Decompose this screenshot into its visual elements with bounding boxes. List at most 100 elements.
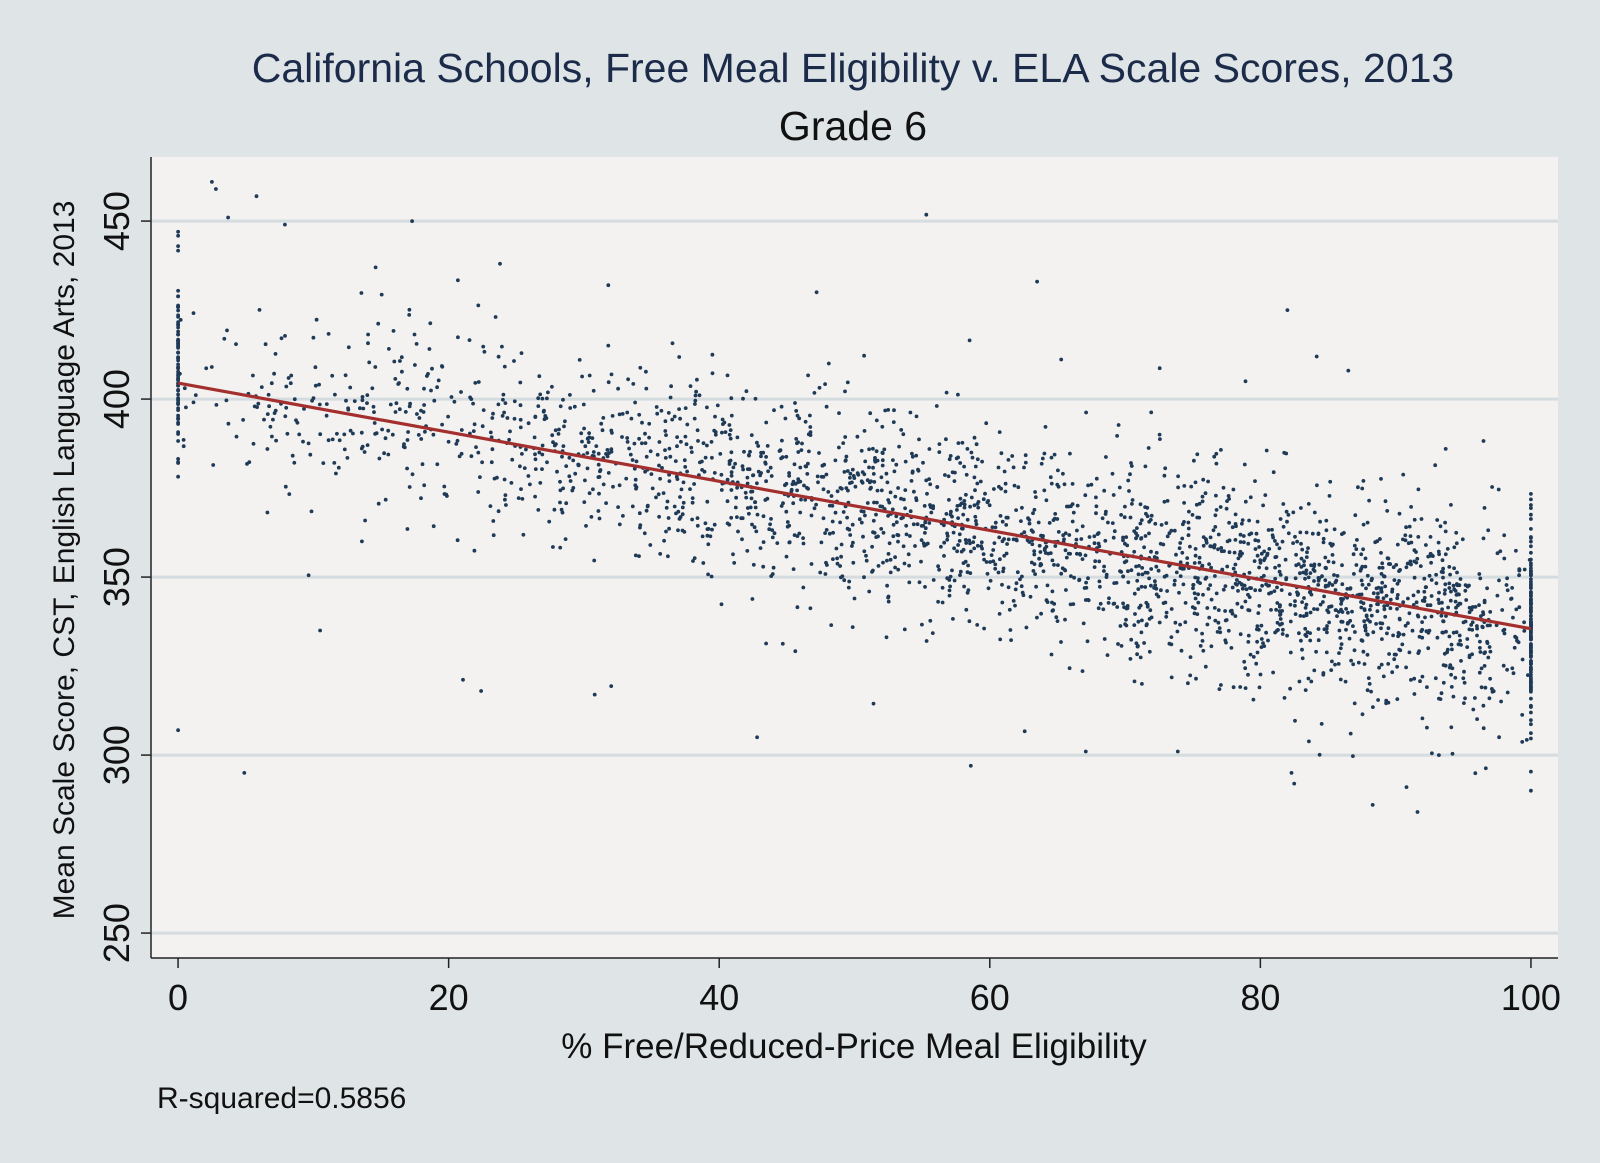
scatter-point xyxy=(1209,644,1214,649)
scatter-point xyxy=(1529,577,1533,581)
scatter-point xyxy=(1418,679,1422,684)
scatter-point xyxy=(1032,507,1037,512)
scatter-point xyxy=(848,471,853,476)
scatter-point xyxy=(558,500,562,505)
scatter-point xyxy=(664,433,668,437)
scatter-point xyxy=(957,532,962,537)
scatter-point xyxy=(1429,560,1433,565)
scatter-point xyxy=(1454,541,1459,546)
scatter-point xyxy=(867,465,871,470)
scatter-point xyxy=(1248,652,1253,657)
scatter-point xyxy=(951,617,955,621)
scatter-point xyxy=(1172,578,1177,583)
scatter-point xyxy=(366,341,370,346)
scatter-point xyxy=(874,512,878,517)
scatter-point xyxy=(824,472,829,477)
scatter-point xyxy=(382,451,386,456)
scatter-point xyxy=(596,475,601,479)
scatter-point xyxy=(568,406,573,410)
scatter-point xyxy=(1132,549,1137,554)
scatter-point xyxy=(783,483,787,488)
scatter-point xyxy=(1023,460,1028,465)
scatter-point xyxy=(948,574,953,579)
scatter-point xyxy=(809,562,814,566)
scatter-point xyxy=(472,422,477,427)
scatter-point xyxy=(1056,468,1060,473)
scatter-point xyxy=(1195,452,1200,457)
scatter-point xyxy=(1312,579,1316,583)
scatter-point xyxy=(1256,539,1261,543)
scatter-point xyxy=(1255,624,1260,628)
scatter-point xyxy=(176,303,181,308)
scatter-point xyxy=(1408,534,1413,538)
scatter-point xyxy=(1129,637,1134,642)
scatter-point xyxy=(1029,528,1034,533)
scatter-point xyxy=(1462,680,1467,685)
scatter-point xyxy=(176,362,181,367)
scatter-point xyxy=(1496,487,1501,492)
scatter-point xyxy=(1006,585,1011,590)
scatter-point xyxy=(1200,563,1205,568)
scatter-point xyxy=(1366,582,1371,587)
scatter-point xyxy=(670,341,675,346)
scatter-point xyxy=(1086,483,1090,488)
scatter-point xyxy=(740,516,745,521)
scatter-point xyxy=(572,404,577,409)
scatter-point xyxy=(1441,680,1446,685)
scatter-point xyxy=(775,541,780,545)
scatter-point xyxy=(1470,605,1475,609)
scatter-point xyxy=(532,435,537,440)
scatter-point xyxy=(580,439,584,444)
scatter-point xyxy=(596,509,601,513)
scatter-point xyxy=(1526,673,1530,677)
scatter-point xyxy=(621,514,625,518)
scatter-point xyxy=(1164,573,1169,578)
scatter-point xyxy=(1081,621,1086,626)
scatter-point xyxy=(891,420,896,424)
scatter-point xyxy=(365,393,370,397)
scatter-point xyxy=(561,486,565,491)
scatter-point xyxy=(1070,519,1075,524)
scatter-point xyxy=(292,460,297,465)
scatter-point xyxy=(1452,545,1457,550)
scatter-point xyxy=(1218,630,1223,635)
scatter-point xyxy=(749,496,754,501)
scatter-point xyxy=(1433,463,1438,468)
scatter-point xyxy=(1327,494,1332,498)
scatter-point xyxy=(784,454,789,459)
scatter-point xyxy=(290,453,295,458)
scatter-point xyxy=(996,465,1001,470)
scatter-point xyxy=(1270,527,1274,532)
scatter-point xyxy=(1441,566,1445,571)
scatter-point xyxy=(1134,531,1138,536)
r-squared-annotation: R-squared=0.5856 xyxy=(157,1082,407,1115)
scatter-point xyxy=(1106,520,1110,525)
scatter-point xyxy=(1429,594,1434,598)
scatter-point xyxy=(1420,674,1425,679)
scatter-point xyxy=(720,417,725,422)
scatter-point xyxy=(245,462,249,466)
scatter-point xyxy=(1318,519,1322,524)
scatter-point xyxy=(756,444,761,448)
scatter-point xyxy=(283,484,288,489)
scatter-point xyxy=(1262,644,1267,648)
scatter-point xyxy=(587,373,592,378)
scatter-point xyxy=(625,440,630,444)
scatter-point xyxy=(1501,663,1506,668)
scatter-point xyxy=(1437,552,1441,557)
scatter-point xyxy=(1420,635,1425,640)
scatter-point xyxy=(1303,688,1308,692)
scatter-point xyxy=(1014,581,1019,586)
scatter-point xyxy=(966,563,970,568)
scatter-point xyxy=(1281,502,1286,506)
scatter-point xyxy=(1486,528,1491,533)
scatter-point xyxy=(436,378,441,383)
scatter-point xyxy=(1488,649,1493,654)
scatter-point xyxy=(1462,701,1466,705)
scatter-point xyxy=(1332,527,1337,532)
scatter-point xyxy=(1122,515,1127,520)
scatter-point xyxy=(522,466,527,470)
scatter-point xyxy=(1063,617,1067,622)
scatter-point xyxy=(1119,513,1123,517)
